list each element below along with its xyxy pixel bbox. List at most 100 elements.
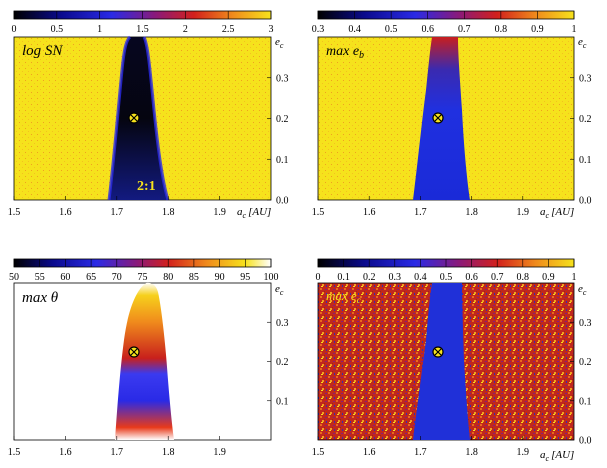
colorbar-tick-label: 1: [572, 24, 577, 35]
x-tick-label: 1.6: [59, 447, 72, 458]
colorbar-tick-label: 0.8: [517, 272, 530, 283]
colorbar-tick-label: 70: [112, 272, 122, 283]
y-tick-label: 0.1: [276, 155, 289, 166]
x-tick-label: 1.8: [465, 207, 478, 218]
colorbar-tick-label: 60: [60, 272, 70, 283]
panel-label: max eb: [326, 44, 364, 61]
y-axis-ticks: 0.1 0.2 0.3: [267, 318, 289, 407]
y-axis-label: ec: [275, 283, 284, 297]
panel-label: log SN: [22, 43, 63, 59]
y-tick-label: 0.2: [276, 114, 289, 125]
x-tick-label: 1.7: [414, 207, 427, 218]
colorbar-tick-label: 0.4: [414, 272, 427, 283]
y-axis-label: ec: [578, 36, 587, 50]
x-tick-label: 1.9: [213, 447, 226, 458]
colorbar-tick-label: 0.9: [531, 24, 544, 35]
colorbar-tick-label: 85: [189, 272, 199, 283]
colorbar-tick-label: 0: [316, 272, 321, 283]
colorbar-tick-label: 1.5: [136, 24, 149, 35]
y-tick-label: 0.1: [579, 155, 592, 166]
colorbar-tick-label: 100: [264, 272, 279, 283]
y-axis-ticks: 0.0 0.1 0.2 0.3: [570, 73, 592, 207]
y-tick-label: 0.0: [276, 196, 289, 207]
marker-circled-x: [128, 112, 140, 124]
colorbar-tick-label: 1: [97, 24, 102, 35]
x-tick-label: 1.6: [363, 447, 376, 458]
x-axis-ticks: 1.5 1.6 1.7 1.8 1.9: [312, 196, 529, 218]
colorbar-ticks: 0.3 0.4 0.5 0.6 0.7 0.8 0.9 1: [312, 11, 577, 35]
y-tick-label: 0.1: [579, 396, 592, 407]
x-tick-label: 1.8: [465, 447, 478, 458]
colorbar-ticks: 0 0.5 1 1.5 2 2.5 3: [12, 11, 274, 35]
x-tick-label: 1.6: [363, 207, 376, 218]
colorbar-tick-label: 55: [35, 272, 45, 283]
colorbar-tick-label: 0.6: [465, 272, 478, 283]
colorbar-tick-label: 0.5: [51, 24, 64, 35]
x-tick-label: 1.8: [162, 207, 175, 218]
colorbar-tick-label: 0.7: [491, 272, 504, 283]
x-axis-ticks: 1.5 1.6 1.7 1.8 1.9: [8, 196, 226, 218]
x-axis-label: ac [AU]: [540, 206, 574, 220]
x-tick-label: 1.6: [59, 207, 72, 218]
panel-log-sn: 0 0.5 1 1.5 2 2.5 3 log SN 2:1 0.0 0.1 0.2 0.3 1.…: [8, 10, 289, 220]
island-edge: [107, 35, 170, 201]
y-axis-ticks: 0.0 0.1 0.2 0.3: [267, 73, 289, 207]
y-tick-label: 0.0: [579, 436, 592, 447]
theta-region: [115, 282, 174, 440]
colorbar-ticks: 50 55 60 65 70 75 80 85 90 95 100: [9, 259, 279, 283]
y-tick-label: 0.3: [276, 73, 289, 84]
colorbar-ticks: 0 0.1 0.2 0.3 0.4 0.5 0.6 0.7 0.8 0.9 1: [316, 259, 577, 283]
y-axis-label: ec: [275, 36, 284, 50]
x-tick-label: 1.5: [8, 207, 21, 218]
panel-label: max θ: [22, 290, 59, 306]
colorbar-tick-label: 80: [163, 272, 173, 283]
x-axis-label: ac [AU]: [237, 206, 271, 220]
marker-circled-x: [432, 346, 444, 358]
x-tick-label: 1.9: [213, 207, 226, 218]
colorbar-tick-label: 2: [183, 24, 188, 35]
colorbar-tick-label: 2.5: [222, 24, 235, 35]
x-tick-label: 1.9: [517, 207, 530, 218]
x-tick-label: 1.5: [312, 207, 325, 218]
x-tick-label: 1.7: [111, 447, 124, 458]
y-tick-label: 0.1: [276, 396, 289, 407]
x-axis-ticks: 1.5 1.6 1.7 1.8 1.9: [312, 436, 529, 458]
colorbar-tick-label: 65: [86, 272, 96, 283]
marker-circled-x: [432, 112, 444, 124]
colorbar-tick-label: 0: [12, 24, 17, 35]
colorbar: [317, 10, 575, 20]
colorbar-tick-label: 0.6: [421, 24, 434, 35]
marker-circled-x: [128, 346, 140, 358]
colorbar-tick-label: 0.2: [363, 272, 376, 283]
colorbar-tick-label: 0.5: [385, 24, 398, 35]
panel-label: max ec: [326, 288, 361, 305]
y-tick-label: 0.2: [276, 357, 289, 368]
panel-max-eb: 0.3 0.4 0.5 0.6 0.7 0.8 0.9 1 max eb 0.00.10.20…: [312, 10, 592, 220]
colorbar-tick-label: 1: [572, 272, 577, 283]
panel-max-theta: 50 55 60 65 70 75 80 85 90 95 100 max θ 0.10.20.3 …: [8, 258, 289, 458]
y-axis-ticks: 0.0 0.1 0.2 0.3: [570, 318, 592, 447]
colorbar-tick-label: 50: [9, 272, 19, 283]
colorbar-tick-label: 0.7: [458, 24, 471, 35]
y-tick-label: 0.0: [579, 196, 592, 207]
colorbar-tick-label: 0.9: [542, 272, 555, 283]
x-tick-label: 1.5: [8, 447, 21, 458]
panel-max-ec: 0 0.1 0.2 0.3 0.4 0.5 0.6 0.7 0.8 0.9 1 max ec 0.0…: [312, 258, 592, 463]
x-tick-label: 1.7: [111, 207, 124, 218]
colorbar-tick-label: 90: [215, 272, 225, 283]
colorbar-tick-label: 0.5: [440, 272, 453, 283]
colorbar-tick-label: 0.3: [312, 24, 325, 35]
colorbar-tick-label: 3: [269, 24, 274, 35]
stable-island: [413, 283, 470, 440]
colorbar-tick-label: 95: [240, 272, 250, 283]
y-tick-label: 0.3: [579, 73, 592, 84]
y-tick-label: 0.2: [579, 114, 592, 125]
colorbar-tick-label: 0.3: [389, 272, 402, 283]
x-tick-label: 1.5: [312, 447, 325, 458]
x-axis-label: ac [AU]: [540, 449, 574, 463]
colorbar-tick-label: 0.4: [348, 24, 361, 35]
resonance-annotation: 2:1: [137, 179, 156, 194]
colorbar-tick-label: 75: [138, 272, 148, 283]
x-tick-label: 1.7: [414, 447, 427, 458]
